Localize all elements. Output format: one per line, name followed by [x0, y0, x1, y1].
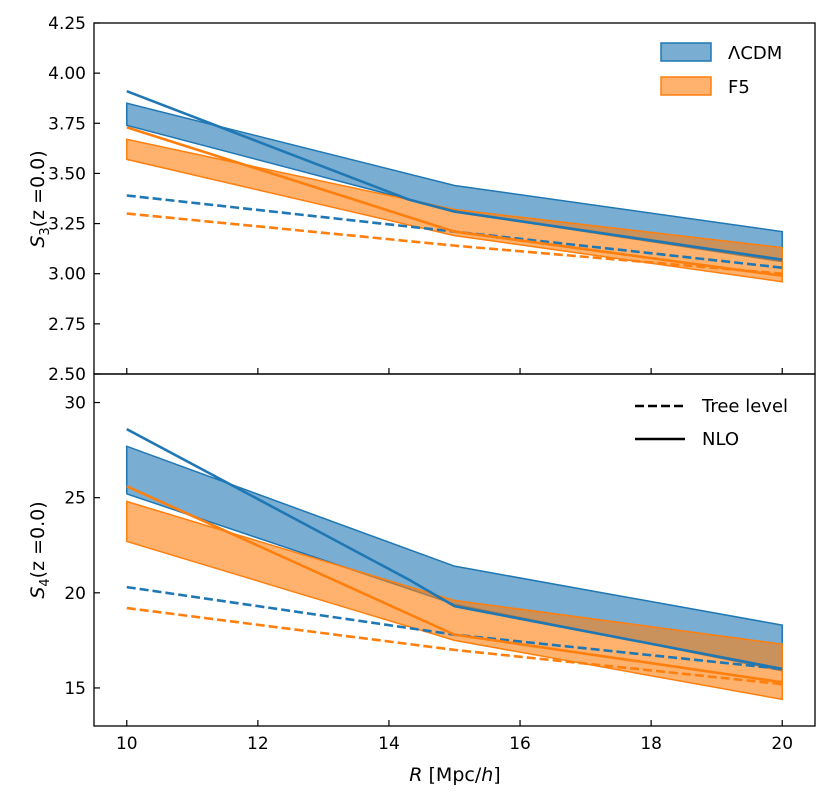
top-y-tick-label: 3.75: [48, 114, 86, 134]
top-y-tick-label: 2.75: [48, 315, 86, 335]
bottom-line-f5-nlo: [126, 485, 783, 684]
x-tick-label: 12: [247, 734, 269, 754]
x-tick-label: 14: [378, 734, 400, 754]
bottom-legend: Tree level NLO: [635, 396, 788, 450]
top-line-f5-tree-level: [126, 212, 783, 276]
bottom-line-f5-tree-level: [126, 606, 783, 686]
legend-f5-label: F5: [728, 77, 750, 98]
legend-tree-level-label: Tree level: [701, 396, 788, 417]
x-axis-label: R [Mpc/h]: [409, 764, 500, 786]
top-y-tick-label: 2.50: [48, 365, 86, 385]
bottom-y-tick-label: 25: [64, 489, 86, 509]
bottom-y-axis-label: S4(z =0.0): [27, 501, 53, 598]
top-y-tick-label: 4.25: [48, 14, 86, 34]
top-y-tick-label: 3.00: [48, 265, 86, 285]
bottom-band-f5: [126, 500, 783, 701]
legend-lcdm-patch: [660, 42, 712, 62]
x-tick-label: 10: [116, 734, 138, 754]
top-y-tick-label: 4.00: [48, 64, 86, 84]
top-y-ticks: 2.50 2.75 3.00 3.25 3.50 3.75 4.00 4.25: [48, 14, 100, 385]
top-legend: ΛCDM F5: [660, 42, 782, 98]
bottom-y-tick-label: 15: [64, 679, 86, 699]
top-x-ticks: [126, 368, 783, 374]
top-y-tick-label: 3.25: [48, 215, 86, 235]
x-tick-label: 18: [640, 734, 662, 754]
top-line-lcdm-nlo: [126, 89, 783, 261]
top-panel: 2.50 2.75 3.00 3.25 3.50 3.75 4.00 4.25 S3(z =0…: [27, 14, 816, 385]
legend-f5-patch: [660, 76, 712, 96]
top-line-f5-nlo: [126, 126, 783, 278]
legend-nlo-label: NLO: [702, 429, 739, 450]
bottom-lines: [126, 428, 783, 686]
top-lines: [126, 89, 783, 278]
bottom-x-ticks: 10 12 14 16 18 20: [116, 720, 793, 754]
legend-lcdm-label: ΛCDM: [728, 43, 782, 64]
bottom-panel: 15 20 25 30 10 12 14 16 18 20 S4(z =0.0) R [Mpc/…: [27, 373, 816, 786]
x-tick-label: 20: [771, 734, 793, 754]
x-tick-label: 16: [509, 734, 531, 754]
top-y-tick-label: 3.50: [48, 164, 86, 184]
bottom-y-tick-label: 20: [64, 584, 86, 604]
bottom-y-ticks: 15 20 25 30: [64, 394, 100, 699]
bottom-y-tick-label: 30: [64, 394, 86, 414]
top-y-axis-label: S3(z =0.0): [27, 150, 53, 247]
bottom-bands: [126, 445, 783, 701]
bottom-axes-frame: [93, 373, 816, 727]
bottom-line-lcdm-nlo: [126, 428, 783, 671]
